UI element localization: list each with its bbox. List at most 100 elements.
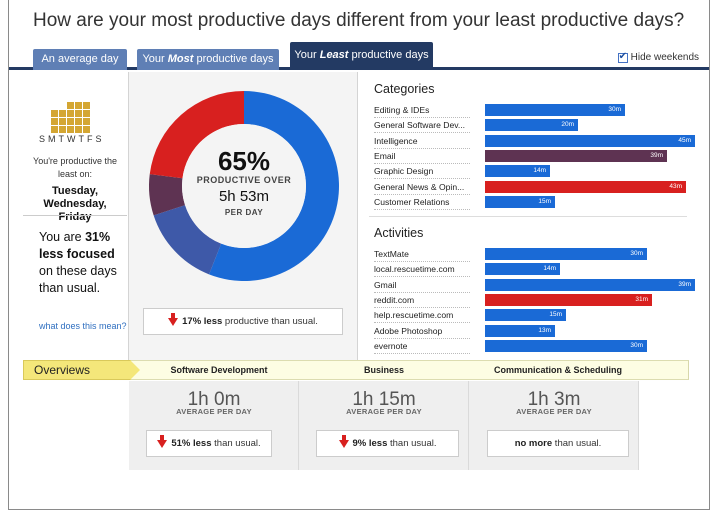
activities-label[interactable]: local.rescuetime.com (374, 262, 470, 278)
overview-time: 1h 0m (187, 389, 241, 410)
tab-average-day[interactable]: An average day (33, 49, 127, 70)
calendar-cell (67, 102, 74, 109)
comparison-rest: than usual. (211, 438, 261, 449)
calendar-cell (67, 126, 74, 133)
calendar-cell (51, 110, 58, 117)
productive-percent: 65% (217, 146, 271, 176)
overview-comparison: 51% less than usual. (146, 430, 272, 457)
overview-category-software-development: Software Development (170, 365, 268, 375)
activities-label[interactable]: evernote (374, 339, 470, 354)
calendar-cell (59, 110, 66, 117)
donut-hole (182, 124, 306, 248)
tab-label-em: Most (167, 53, 194, 65)
least-days-panel: SMTWTFS You're productive the least on: … (9, 72, 127, 352)
tab-label-pre: Your (294, 49, 320, 61)
categories-label[interactable]: Editing & IDEs (374, 103, 470, 118)
comparison-bold: 51% less (171, 438, 212, 449)
comparison-rest: than usual. (387, 438, 437, 449)
hide-weekends-toggle[interactable]: Hide weekends (617, 51, 699, 63)
overview-time: 1h 3m (527, 389, 581, 410)
summary-bold: 31% less focused (39, 230, 115, 261)
divider (23, 215, 127, 216)
categories-label[interactable]: General News & Opin... (374, 180, 470, 195)
overviews-bar (23, 360, 689, 380)
least-productive-days: Tuesday, Wednesday, Friday (23, 185, 127, 224)
divider (369, 216, 687, 217)
tab-most-productive[interactable]: Your Most productive days (137, 49, 279, 70)
calendar-cell (75, 118, 82, 125)
down-arrow-icon (168, 312, 179, 326)
productivity-comparison: 17% less productive than usual. (143, 308, 343, 335)
activities-label[interactable]: Adobe Photoshop (374, 324, 470, 339)
donut-segment-productive (209, 91, 339, 281)
comparison-bold: 9% less (352, 438, 388, 449)
calendar-cell (75, 126, 82, 133)
comparison-bold: no more (514, 438, 553, 449)
least-productive-caption: You're productive the least on: (33, 156, 117, 179)
activities-bar[interactable]: 31m (485, 293, 652, 306)
focus-summary: You are 31% less focused on these days t… (39, 229, 127, 297)
tab-label: An average day (41, 53, 119, 65)
tab-label-post: productive days (348, 49, 429, 61)
activities-label[interactable]: Gmail (374, 278, 470, 293)
activities-label[interactable]: reddit.com (374, 293, 470, 308)
tab-label-pre: Your (142, 53, 168, 65)
comparison-rest: productive than usual. (222, 316, 318, 327)
overview-software-development: 1h 0m AVERAGE PER DAY 51% less than usua… (129, 381, 299, 470)
categories-label[interactable]: Customer Relations (374, 195, 470, 210)
calendar-cell (75, 110, 82, 117)
summary-post: on these days than usual. (39, 264, 117, 295)
tab-least-productive[interactable]: Your Least productive days (290, 42, 433, 70)
activities-label[interactable]: help.rescuetime.com (374, 308, 470, 324)
tab-label-post: productive days (193, 53, 274, 65)
weekday-letters: SMTWTFS (39, 134, 105, 144)
categories-bar[interactable]: 45m (485, 134, 695, 147)
calendar-cell (67, 110, 74, 117)
day-3: Friday (58, 211, 92, 223)
activities-title: Activities (374, 226, 424, 240)
categories-bar[interactable]: 14m (485, 165, 550, 178)
overview-average-label: AVERAGE PER DAY (176, 407, 252, 416)
productive-over-label: PRODUCTIVE OVER (196, 175, 292, 185)
categories-title: Categories (374, 82, 435, 96)
calendar-cell (83, 118, 90, 125)
productivity-donut-chart (149, 91, 339, 281)
calendar-cell (67, 118, 74, 125)
productivity-donut-panel: 65% PRODUCTIVE OVER 5h 53m PER DAY 17% l… (128, 72, 358, 360)
summary-pre: You are (39, 230, 86, 244)
categories-bar[interactable]: 30m (485, 104, 625, 116)
donut-segment-neutral-purple (149, 174, 186, 216)
activities-bar[interactable]: 39m (485, 278, 695, 291)
activities-bar[interactable]: 15m (485, 309, 566, 322)
what-does-this-mean-link[interactable]: what does this mean? (39, 321, 127, 331)
categories-label[interactable]: General Software Dev... (374, 118, 470, 134)
activities-bar[interactable]: 13m (485, 324, 555, 337)
categories-bar[interactable]: 20m (485, 119, 578, 132)
categories-label[interactable]: Graphic Design (374, 164, 470, 180)
overview-time: 1h 15m (352, 389, 416, 410)
calendar-cell (51, 126, 58, 133)
calendar-cell (83, 126, 90, 133)
donut-segment-neutral-blue (153, 205, 222, 275)
categories-label[interactable]: Intelligence (374, 134, 470, 149)
page-title: How are your most productive days differ… (33, 10, 685, 31)
calendar-cell (51, 118, 58, 125)
activities-bar[interactable]: 14m (485, 263, 560, 276)
calendar-cell (75, 102, 82, 109)
hide-weekends-checkbox[interactable] (617, 51, 628, 63)
calendar-cell (59, 118, 66, 125)
activities-bar[interactable]: 30m (485, 248, 647, 260)
calendar-cell (83, 110, 90, 117)
overviews-label: Overviews (23, 360, 140, 380)
overview-category-business: Business (363, 365, 405, 375)
activities-bar[interactable]: 30m (485, 339, 647, 352)
calendar-cell (59, 126, 66, 133)
categories-bar[interactable]: 39m (485, 149, 667, 162)
categories-label[interactable]: Email (374, 149, 470, 164)
tab-bar: An average day Your Most productive days… (9, 42, 709, 70)
activities-label[interactable]: TextMate (374, 247, 470, 262)
day-2: Wednesday, (43, 198, 107, 210)
overview-business: 1h 15m AVERAGE PER DAY 9% less than usua… (299, 381, 469, 470)
categories-bar[interactable]: 15m (485, 195, 555, 208)
categories-bar[interactable]: 43m (485, 180, 686, 193)
